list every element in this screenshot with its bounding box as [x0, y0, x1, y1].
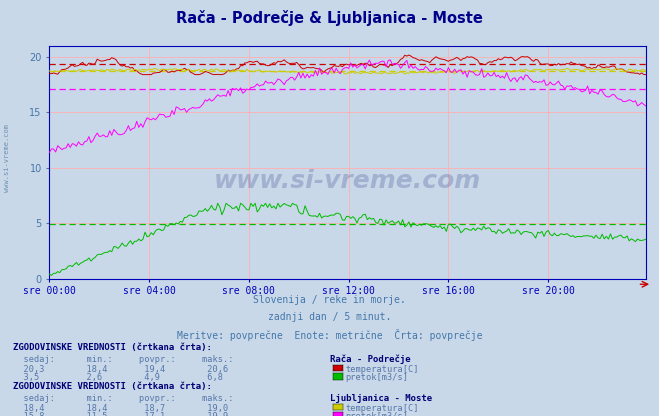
- Text: Slovenija / reke in morje.: Slovenija / reke in morje.: [253, 295, 406, 305]
- Text: Rača - Podrečje: Rača - Podrečje: [330, 355, 410, 364]
- Text: www.si-vreme.com: www.si-vreme.com: [3, 124, 10, 192]
- Text: 18,4        18,4       18,7        19,0: 18,4 18,4 18,7 19,0: [13, 404, 229, 413]
- Text: pretok[m3/s]: pretok[m3/s]: [345, 373, 409, 382]
- Text: sedaj:      min.:     povpr.:     maks.:: sedaj: min.: povpr.: maks.:: [13, 394, 234, 403]
- Text: 15,8        11,5       17,1        19,9: 15,8 11,5 17,1 19,9: [13, 412, 229, 416]
- Text: www.si-vreme.com: www.si-vreme.com: [214, 169, 481, 193]
- Text: 3,5         2,6        4,9         6,8: 3,5 2,6 4,9 6,8: [13, 373, 223, 382]
- Text: ZGODOVINSKE VREDNOSTI (črtkana črta):: ZGODOVINSKE VREDNOSTI (črtkana črta):: [13, 382, 212, 391]
- Text: 20,3        18,4       19,4        20,6: 20,3 18,4 19,4 20,6: [13, 365, 229, 374]
- Text: zadnji dan / 5 minut.: zadnji dan / 5 minut.: [268, 312, 391, 322]
- Text: sedaj:      min.:     povpr.:     maks.:: sedaj: min.: povpr.: maks.:: [13, 355, 234, 364]
- Text: Meritve: povprečne  Enote: metrične  Črta: povprečje: Meritve: povprečne Enote: metrične Črta:…: [177, 329, 482, 341]
- Text: Rača - Podrečje & Ljubljanica - Moste: Rača - Podrečje & Ljubljanica - Moste: [176, 10, 483, 26]
- Text: temperatura[C]: temperatura[C]: [345, 365, 419, 374]
- Text: pretok[m3/s]: pretok[m3/s]: [345, 412, 409, 416]
- Text: temperatura[C]: temperatura[C]: [345, 404, 419, 413]
- Text: Ljubljanica - Moste: Ljubljanica - Moste: [330, 394, 432, 403]
- Text: ZGODOVINSKE VREDNOSTI (črtkana črta):: ZGODOVINSKE VREDNOSTI (črtkana črta):: [13, 343, 212, 352]
